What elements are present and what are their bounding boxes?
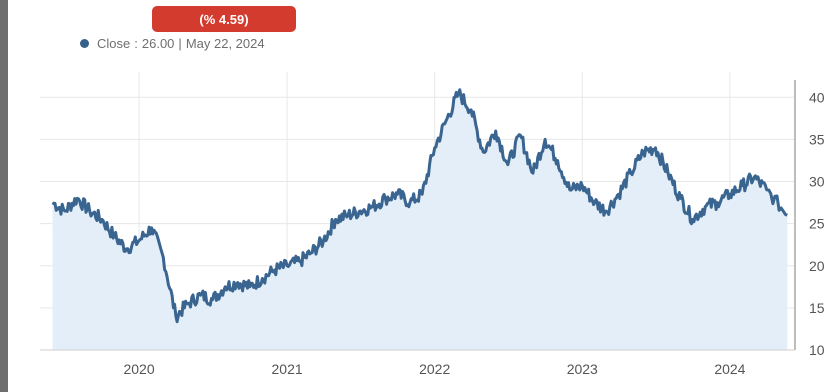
legend-dot-icon [80,38,89,48]
price-line [51,88,788,324]
legend-text: Close : 26.00 | May 22, 2024 [97,36,265,51]
change-badge-text: (% 4.59) [199,11,249,27]
legend: Close : 26.00 | May 22, 2024 [80,34,265,52]
y-tick-label: 15 [809,300,825,316]
legend-separator: : [134,35,138,51]
left-border [0,0,8,392]
x-tick-label: 2020 [123,361,154,377]
x-tick-label: 2021 [272,361,303,377]
x-tick-label: 2024 [714,361,745,377]
y-tick-label: 25 [809,216,825,232]
price-area-fill [52,89,788,351]
y-tick-label: 20 [809,258,825,274]
y-tick-label: 40 [809,89,825,105]
y-tick-label: 30 [809,174,825,190]
x-tick-label: 2022 [419,361,450,377]
legend-divider: | [178,35,182,51]
y-tick-label: 35 [809,131,825,147]
legend-label: Close [97,35,131,51]
y-tick-labels: 10 15 20 25 30 35 40 [809,89,825,358]
legend-value: 26.00 [141,35,175,51]
y-tick-label: 10 [809,342,825,358]
x-tick-labels: 2020 2021 2022 2023 2024 [123,361,745,377]
change-badge: (% 4.59) [152,6,296,32]
x-tick-label: 2023 [567,361,598,377]
legend-date: May 22, 2024 [185,35,265,51]
